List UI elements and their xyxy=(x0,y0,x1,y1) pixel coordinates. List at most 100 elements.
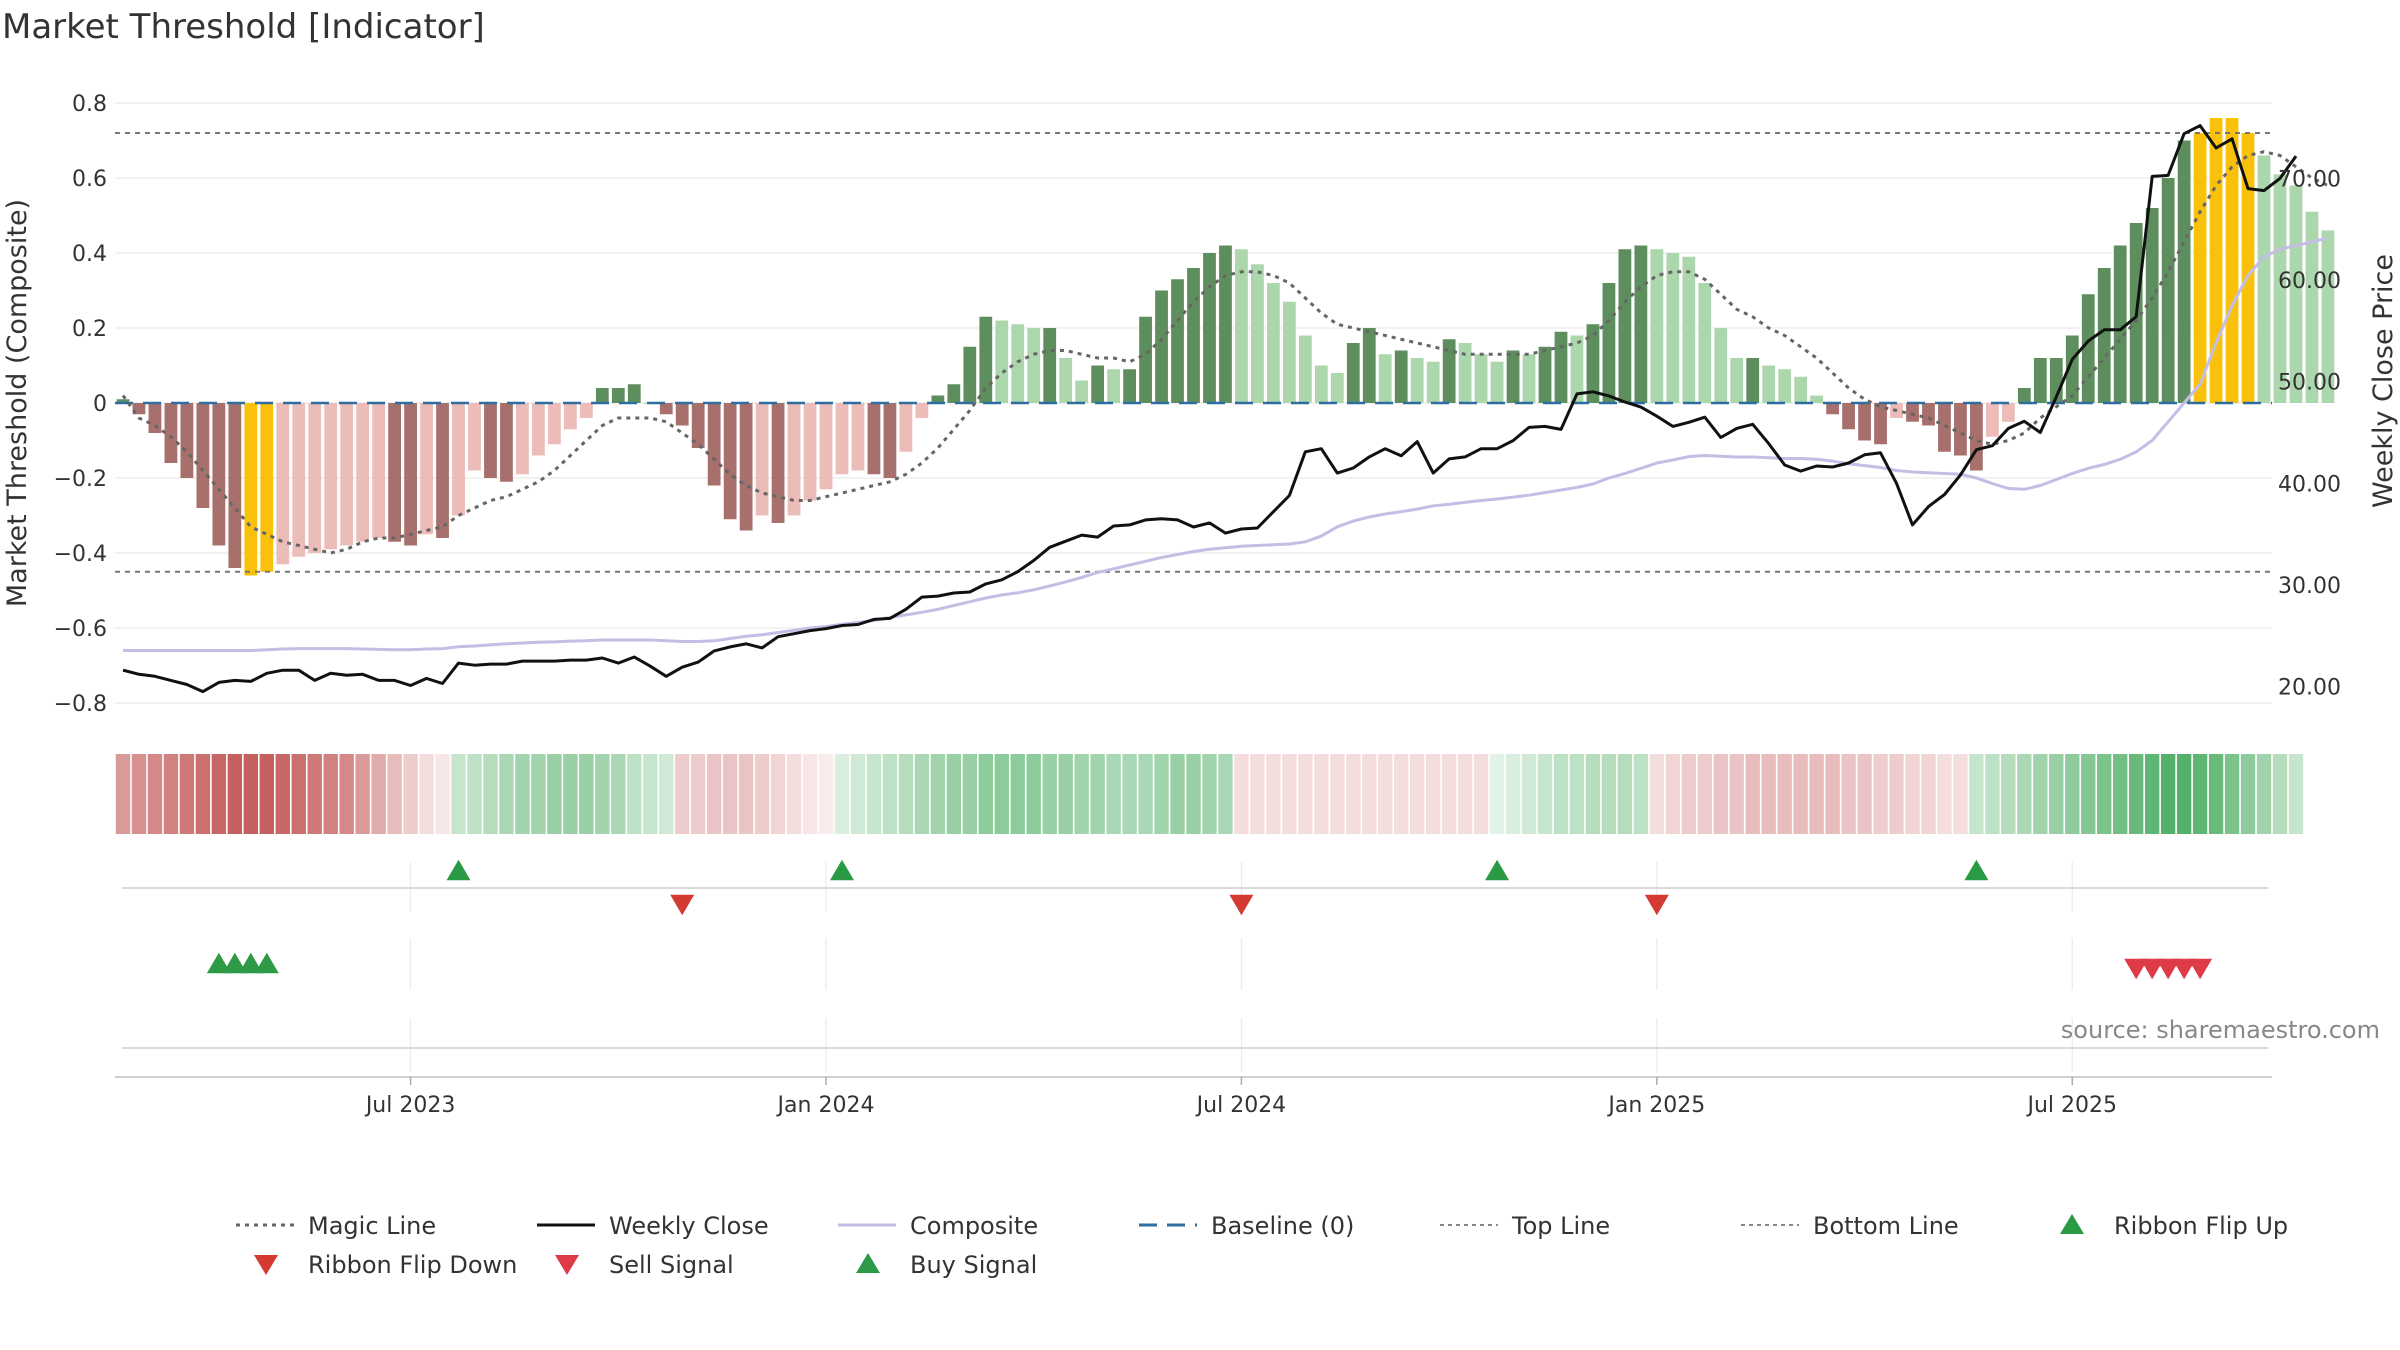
legend-label: Composite xyxy=(910,1212,1038,1240)
composite-bar xyxy=(707,403,721,486)
ribbon-cell xyxy=(2097,754,2112,834)
legend-label: Ribbon Flip Up xyxy=(2114,1212,2288,1240)
composite-bar xyxy=(1298,335,1312,403)
composite-bar xyxy=(372,403,386,538)
composite-bar xyxy=(1938,403,1951,452)
signal-panels xyxy=(122,859,2268,1072)
composite-bar xyxy=(164,403,178,463)
ribbon-flip-up-marker xyxy=(829,859,854,881)
ribbon-cell xyxy=(1202,754,1217,834)
ribbon-cell xyxy=(1633,754,1649,834)
composite-bar xyxy=(803,403,817,501)
composite-bar xyxy=(340,403,354,546)
composite-bar xyxy=(1634,245,1648,403)
ribbon-flip-up-marker xyxy=(446,859,471,881)
ribbon-cell xyxy=(1809,754,1824,834)
ribbon-cell xyxy=(2017,754,2032,834)
ribbon-cell xyxy=(259,754,274,834)
sell-signal-marker xyxy=(2172,958,2197,980)
ribbon-cell xyxy=(403,754,418,834)
legend-item: Ribbon Flip Up xyxy=(2060,1212,2288,1240)
ribbon-cell xyxy=(2160,754,2176,834)
composite-bar xyxy=(1314,365,1328,403)
composite-bar xyxy=(547,403,561,445)
composite-bar xyxy=(436,403,449,538)
ribbon-cell xyxy=(1905,754,1920,834)
composite-bar xyxy=(1810,395,1824,403)
sell-signal-marker xyxy=(2140,958,2165,980)
sell-signal-marker xyxy=(2156,958,2181,980)
ribbon-cell xyxy=(1441,754,1457,834)
composite-bar xyxy=(1586,324,1600,403)
ribbon-cell xyxy=(946,754,962,834)
ribbon-cell xyxy=(1250,754,1265,834)
source-note: source: sharemaestro.com xyxy=(2061,1016,2380,1044)
right-axis-title: Weekly Close Price xyxy=(2368,254,2399,508)
ribbon-cell xyxy=(706,754,722,834)
composite-bar xyxy=(2001,403,2015,422)
composite-bar xyxy=(468,403,481,471)
ribbon-cell xyxy=(211,754,227,834)
buy-signal-marker xyxy=(222,952,247,974)
ribbon-cell xyxy=(866,754,882,834)
ribbon-cell xyxy=(1314,754,1329,834)
ribbon-cell xyxy=(515,754,530,834)
composite-bar xyxy=(1187,268,1200,403)
ribbon-cell xyxy=(1569,754,1585,834)
legend-item: Top Line xyxy=(1440,1212,1610,1240)
composite-bar xyxy=(1075,380,1089,403)
ribbon-cell xyxy=(818,754,834,834)
ribbon-cell xyxy=(355,754,370,834)
composite-bar xyxy=(1874,403,1887,445)
ribbon-cell xyxy=(1186,754,1201,834)
legend-marker-icon xyxy=(555,1255,579,1275)
ribbon-cell xyxy=(1154,754,1169,834)
right-y-axis: 70.00 60.00 50.00 40.00 30.00 20.00 xyxy=(2278,167,2341,700)
composite-bar xyxy=(1442,339,1456,403)
ribbon-cell xyxy=(1537,754,1553,834)
composite-bar xyxy=(1666,253,1680,403)
composite-bar xyxy=(420,403,433,535)
ribbon-cell xyxy=(930,754,946,834)
ribbon-cell xyxy=(1969,754,1984,834)
composite-bar xyxy=(2017,388,2031,403)
ribbon-cell xyxy=(611,754,626,834)
ribbon-cell xyxy=(1042,754,1057,834)
ribbon-cell xyxy=(754,754,770,834)
legend-marker-icon xyxy=(2060,1214,2084,1234)
composite-bar xyxy=(1410,358,1424,403)
composite-bar xyxy=(1059,358,1073,403)
composite-bar xyxy=(931,395,945,403)
composite-bar xyxy=(867,403,881,475)
composite-bar xyxy=(2113,245,2127,403)
ribbon-cell xyxy=(2256,754,2272,834)
ribbon-cell xyxy=(1617,754,1633,834)
legend-item: Buy Signal xyxy=(856,1251,1037,1279)
ribbon-cell xyxy=(1841,754,1856,834)
composite-bar xyxy=(276,403,290,565)
y2-tick-label: 50.00 xyxy=(2278,371,2341,396)
composite-bar xyxy=(452,403,465,516)
y2-tick-label: 30.00 xyxy=(2278,574,2341,599)
ribbon-cell xyxy=(1058,754,1073,834)
legend-item: Baseline (0) xyxy=(1139,1212,1354,1240)
ribbon-cell xyxy=(1745,754,1760,834)
legend-label: Baseline (0) xyxy=(1211,1212,1354,1240)
ribbon-cell xyxy=(1122,754,1137,834)
ribbon-cell xyxy=(451,754,466,834)
composite-bar xyxy=(324,403,338,550)
buy-signal-marker xyxy=(238,952,263,974)
composite-bar xyxy=(2257,155,2271,403)
buy-signal-marker xyxy=(206,952,231,974)
composite-bar xyxy=(132,403,146,415)
ribbon-cell xyxy=(1649,754,1665,834)
ribbon-cell xyxy=(1921,754,1936,834)
composite-bar xyxy=(180,403,194,478)
ribbon-cell xyxy=(323,754,338,834)
composite-bar xyxy=(1906,403,1919,422)
composite-bar xyxy=(244,403,258,576)
left-axis-title: Market Threshold (Composite) xyxy=(2,199,33,607)
composite-bar xyxy=(1618,249,1632,403)
ribbon-cell xyxy=(227,754,243,834)
ribbon-cell xyxy=(387,754,402,834)
